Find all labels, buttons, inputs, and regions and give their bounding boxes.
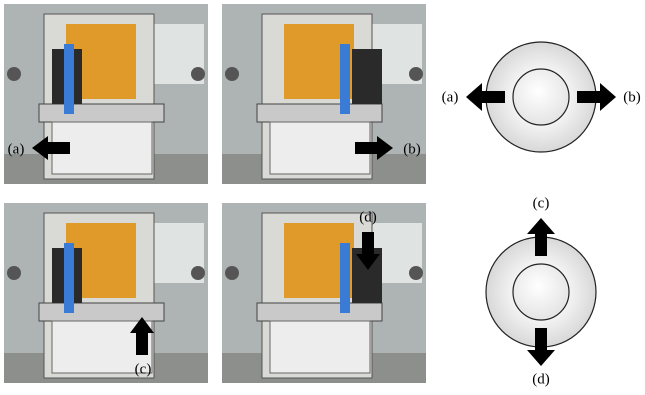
table [39,303,164,321]
speaker [7,67,21,81]
base [270,321,370,373]
speaker [191,266,205,280]
cable [340,243,350,313]
table [257,303,382,321]
photo: (c) [4,203,208,383]
label: (c) [533,195,550,211]
inner-circle [513,69,569,125]
speaker [225,67,239,81]
diagram-vertical: (c) (d) [486,195,596,387]
table [39,104,164,122]
speaker [225,266,239,280]
photo-content: (d) [222,203,426,383]
label: (d) [532,371,550,387]
photo: (d) [222,203,426,383]
figure: (a) (b) (c) (d) (a) (b) (c) (d) [0,0,645,390]
label: (b) [623,89,641,105]
head [352,49,382,104]
label: (d) [359,209,377,225]
speaker [409,266,423,280]
page: {"photos": [{"label": "(a)"}, {"label": … [0,0,645,390]
photo-panels: (a) (b) (c) (d) [4,4,426,383]
label: (c) [135,361,152,377]
photo: (a) [4,4,208,184]
label: (a) [8,141,25,157]
cable [64,44,74,114]
speaker [409,67,423,81]
speaker [191,67,205,81]
photo-content: (c) [4,203,208,383]
photo-content: (a) [4,4,208,184]
diagram-horizontal: (a) (b) [442,42,641,152]
cable [340,44,350,114]
table [257,104,382,122]
cable [64,243,74,313]
photo-content: (b) [222,4,426,184]
label: (b) [403,141,421,157]
photo: (b) [222,4,426,184]
label: (a) [442,89,459,105]
speaker [7,266,21,280]
inner-circle [513,264,569,320]
